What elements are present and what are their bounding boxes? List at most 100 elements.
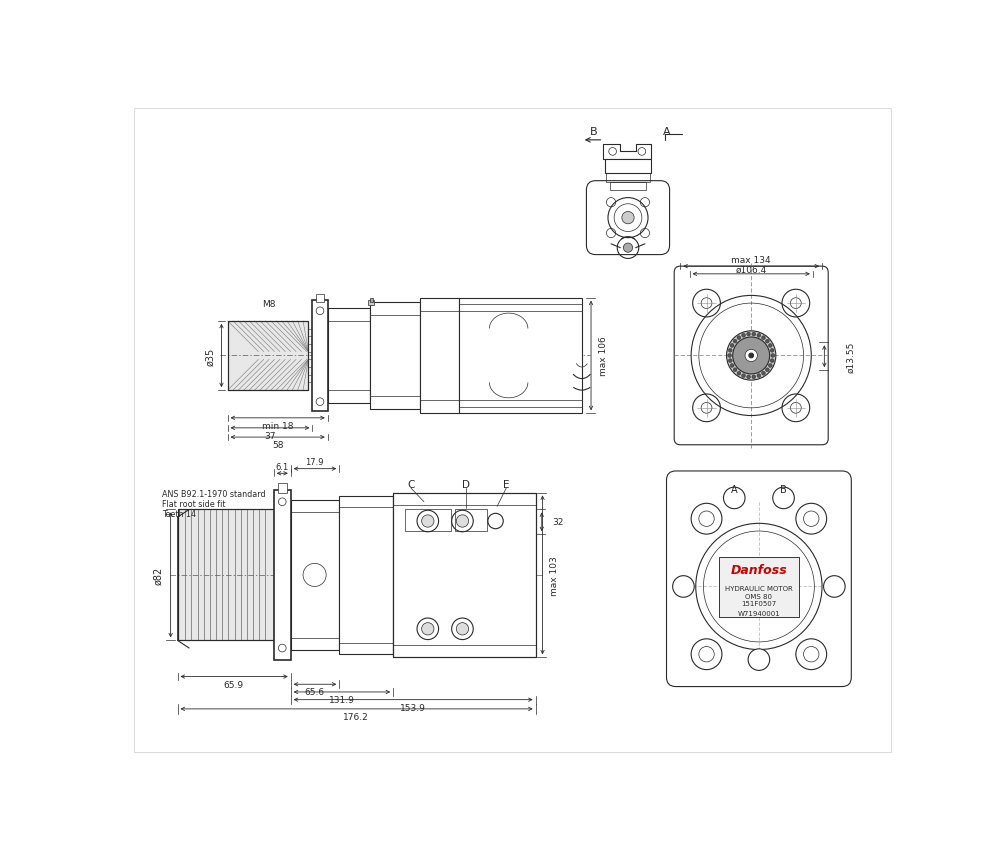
Text: 6.1: 6.1 [276, 463, 289, 471]
Bar [610, 183, 646, 191]
Circle shape [796, 639, 827, 670]
Bar [278, 484, 287, 493]
Circle shape [752, 333, 756, 337]
Text: C: C [407, 480, 415, 490]
Bar [178, 509, 274, 641]
Bar [368, 301, 374, 305]
Circle shape [608, 199, 648, 239]
Circle shape [782, 394, 810, 423]
FancyBboxPatch shape [586, 181, 670, 256]
Circle shape [728, 360, 732, 363]
Bar [719, 557, 799, 618]
Circle shape [770, 360, 774, 363]
Text: OMS 80: OMS 80 [745, 593, 772, 599]
Circle shape [765, 368, 769, 372]
Text: E: E [503, 480, 510, 490]
Text: A: A [731, 485, 738, 495]
Bar [719, 557, 799, 618]
Text: ø13.55: ø13.55 [847, 341, 856, 372]
Circle shape [757, 374, 761, 378]
Text: 176.2: 176.2 [343, 712, 369, 722]
Circle shape [733, 368, 737, 372]
Circle shape [747, 333, 751, 337]
Circle shape [747, 376, 751, 379]
Circle shape [768, 344, 772, 348]
Text: max 103: max 103 [550, 556, 559, 595]
Bar [316, 295, 324, 302]
Circle shape [723, 487, 745, 509]
Bar [228, 321, 308, 391]
Circle shape [456, 623, 469, 636]
Bar [606, 174, 650, 183]
Bar [178, 509, 274, 641]
Circle shape [728, 354, 732, 358]
Circle shape [691, 504, 722, 534]
Text: ø106.4: ø106.4 [736, 266, 767, 274]
Circle shape [745, 350, 757, 362]
Text: B: B [590, 126, 597, 136]
Text: 153.9: 153.9 [400, 703, 426, 712]
Bar [228, 321, 308, 391]
Bar [328, 308, 370, 404]
Circle shape [773, 487, 794, 509]
Text: 65.9: 65.9 [224, 680, 244, 689]
Circle shape [748, 649, 770, 671]
Circle shape [762, 371, 765, 376]
Bar [605, 160, 651, 174]
Bar [393, 493, 536, 658]
Bar [274, 491, 291, 659]
Text: 37: 37 [264, 431, 276, 440]
Circle shape [765, 340, 769, 343]
Circle shape [693, 394, 720, 423]
Circle shape [782, 290, 810, 318]
Circle shape [727, 331, 776, 381]
Bar [370, 299, 373, 302]
Bar [420, 298, 459, 414]
Text: 58: 58 [272, 440, 283, 450]
Bar [393, 493, 536, 658]
Text: W71940001: W71940001 [738, 610, 780, 616]
Circle shape [771, 354, 775, 358]
Circle shape [730, 344, 734, 348]
Text: min 18: min 18 [262, 422, 293, 430]
Bar [370, 302, 420, 410]
Text: HYDRAULIC MOTOR: HYDRAULIC MOTOR [725, 585, 793, 591]
FancyBboxPatch shape [666, 471, 851, 687]
Bar [459, 298, 582, 414]
Text: D: D [462, 480, 470, 490]
Text: 65.6: 65.6 [305, 688, 325, 697]
Circle shape [742, 334, 745, 338]
Circle shape [422, 515, 434, 527]
Text: max 106: max 106 [599, 337, 608, 376]
Circle shape [768, 364, 772, 368]
Text: 17.9: 17.9 [305, 458, 324, 467]
Text: ø35: ø35 [206, 347, 216, 366]
Text: max 134: max 134 [731, 256, 771, 264]
Text: A: A [663, 126, 670, 136]
Bar [339, 496, 393, 654]
Circle shape [824, 576, 845, 597]
Text: B: B [780, 485, 787, 495]
Bar [291, 501, 339, 650]
Circle shape [737, 371, 741, 376]
Circle shape [728, 349, 732, 353]
Circle shape [673, 576, 694, 597]
Bar [455, 509, 487, 532]
Circle shape [693, 290, 720, 318]
Circle shape [749, 354, 754, 359]
Text: 131.9: 131.9 [329, 695, 354, 705]
Circle shape [691, 639, 722, 670]
Circle shape [623, 244, 633, 253]
Circle shape [730, 364, 734, 368]
Text: 151F0507: 151F0507 [741, 601, 777, 607]
Circle shape [796, 504, 827, 534]
Circle shape [456, 515, 469, 527]
Circle shape [752, 376, 756, 379]
Text: 32: 32 [553, 518, 564, 527]
Circle shape [422, 623, 434, 636]
Circle shape [757, 334, 761, 338]
Text: ø82: ø82 [153, 566, 163, 584]
Bar [312, 301, 328, 412]
FancyBboxPatch shape [674, 267, 828, 446]
Circle shape [762, 337, 765, 340]
